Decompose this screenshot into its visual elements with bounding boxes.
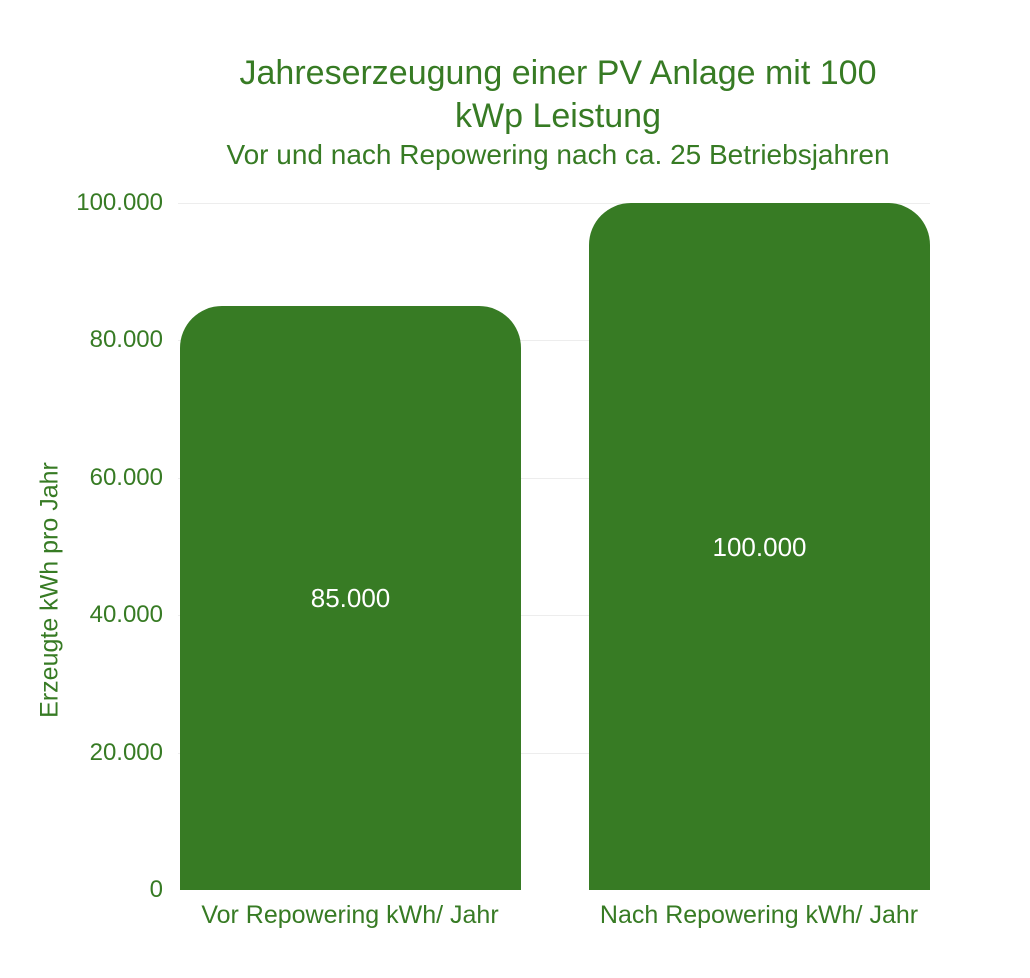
bar-value-label: 85.000: [310, 583, 391, 613]
x-axis-category-label: Nach Repowering kWh/ Jahr: [599, 901, 919, 929]
gridline-20.000: [178, 753, 930, 754]
chart-subtitle: Vor und nach Repowering nach ca. 25 Betr…: [226, 139, 890, 170]
bar: [589, 203, 930, 890]
gridline-80.000: [178, 340, 930, 341]
y-axis-tick-label: 0: [149, 876, 163, 903]
x-axis-category-label: Vor Repowering kWh/ Jahr: [201, 901, 499, 929]
y-axis-tick-label: 40.000: [89, 601, 163, 628]
y-axis-tick-label: 100.000: [76, 189, 163, 216]
chart-title: Jahreserzeugung einer PV Anlage mit 100 …: [88, 52, 1028, 138]
y-axis-tick-label: 20.000: [89, 739, 163, 766]
gridline-100.000: [178, 203, 930, 204]
bar-value-label: 100.000: [712, 532, 807, 562]
chart-title-line-2: kWp Leistung: [455, 97, 661, 135]
chart-title-line-1: Jahreserzeugung einer PV Anlage mit 100: [239, 54, 877, 92]
gridline-60.000: [178, 478, 930, 479]
bar: [180, 306, 521, 890]
gridline-40.000: [178, 615, 930, 616]
y-axis-tick-label: 60.000: [89, 464, 163, 491]
y-axis-title-text: Erzeugte kWh pro Jahr: [35, 462, 64, 718]
y-axis-tick-label: 80.000: [89, 326, 163, 353]
